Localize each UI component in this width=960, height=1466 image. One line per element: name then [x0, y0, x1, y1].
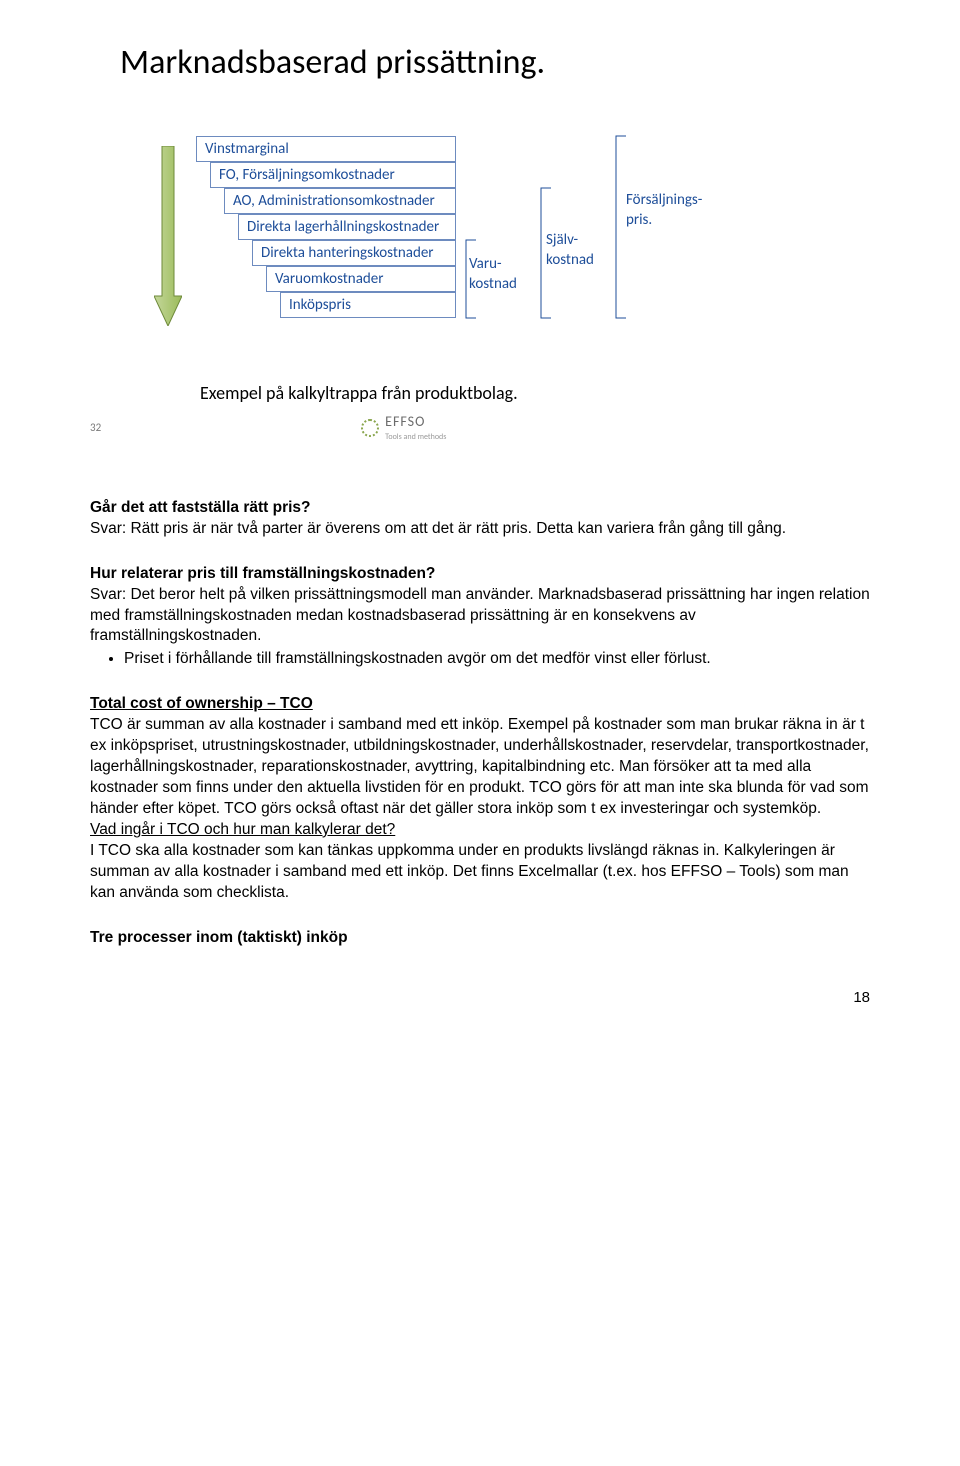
qa-section-2: Hur relaterar pris till framställningsko…	[90, 564, 870, 671]
cost-step: Vinstmarginal	[196, 136, 456, 162]
kalkyltrappa-diagram: VinstmarginalFO, Försäljningsomkostnader…	[150, 136, 870, 336]
q2-body: Svar: Det beror helt på vilken prissättn…	[90, 585, 870, 648]
tco-heading: Total cost of ownership – TCO	[90, 694, 870, 715]
bracket-label: Varu-kostnad	[469, 254, 517, 295]
tco-body-1: TCO är summan av alla kostnader i samban…	[90, 715, 870, 820]
cost-step: Varuomkostnader	[266, 266, 456, 292]
q1-body: Svar: Rätt pris är när två parter är öve…	[90, 519, 870, 540]
q2-heading: Hur relaterar pris till framställningsko…	[90, 564, 870, 585]
q1-heading: Går det att fastställa rätt pris?	[90, 498, 870, 519]
cost-step: AO, Administrationsomkostnader	[224, 188, 456, 214]
cost-step: Direkta hanteringskostnader	[252, 240, 456, 266]
effso-logo-icon	[361, 419, 379, 437]
qa-section-1: Går det att fastställa rätt pris? Svar: …	[90, 498, 870, 540]
cost-step: Inköpspris	[280, 292, 456, 318]
slide-footer: 32 EFFSO Tools and methods	[90, 413, 870, 443]
tco-section: Total cost of ownership – TCO TCO är sum…	[90, 694, 870, 903]
final-heading: Tre processer inom (taktiskt) inköp	[90, 928, 870, 949]
down-arrow-icon	[154, 146, 182, 326]
final-heading-section: Tre processer inom (taktiskt) inköp	[90, 928, 870, 949]
q2-bullet-item: Priset i förhållande till framställnings…	[124, 649, 870, 670]
down-arrow	[150, 136, 186, 326]
cost-staircase: VinstmarginalFO, Försäljningsomkostnader…	[196, 136, 716, 336]
cost-step: FO, Försäljningsomkostnader	[210, 162, 456, 188]
cost-step: Direkta lagerhållningskostnader	[238, 214, 456, 240]
effso-logo-sub: Tools and methods	[385, 432, 446, 443]
q2-bullets: Priset i förhållande till framställnings…	[90, 649, 870, 670]
page-number: 18	[90, 988, 870, 1008]
bracket-label: Själv-kostnad	[546, 230, 594, 271]
tco-subheading: Vad ingår i TCO och hur man kalkylerar d…	[90, 820, 870, 841]
tco-body-2: I TCO ska alla kostnader som kan tänkas …	[90, 841, 870, 904]
effso-logo-text: EFFSO	[385, 413, 425, 430]
slide-title: Marknadsbaserad prissättning.	[120, 40, 870, 86]
bracket-label: Försäljnings-pris.	[626, 190, 702, 231]
slide-number: 32	[90, 421, 101, 436]
effso-logo: EFFSO Tools and methods	[361, 413, 446, 443]
diagram-caption: Exempel på kalkyltrappa från produktbola…	[200, 381, 870, 405]
